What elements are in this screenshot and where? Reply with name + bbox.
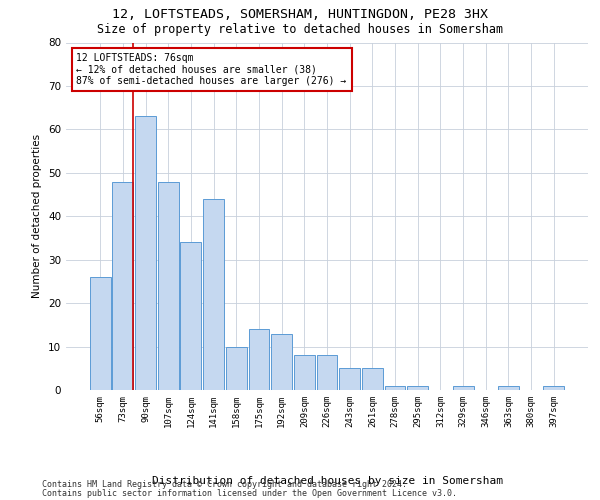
Bar — [407, 386, 428, 390]
Bar — [158, 182, 179, 390]
Text: 12, LOFTSTEADS, SOMERSHAM, HUNTINGDON, PE28 3HX: 12, LOFTSTEADS, SOMERSHAM, HUNTINGDON, P… — [112, 8, 488, 20]
Bar — [203, 199, 224, 390]
Bar — [248, 329, 269, 390]
Bar — [112, 182, 133, 390]
Text: Contains HM Land Registry data © Crown copyright and database right 2024.: Contains HM Land Registry data © Crown c… — [42, 480, 407, 489]
Bar — [339, 368, 360, 390]
X-axis label: Distribution of detached houses by size in Somersham: Distribution of detached houses by size … — [151, 476, 503, 486]
Bar — [385, 386, 406, 390]
Bar — [317, 355, 337, 390]
Bar — [271, 334, 292, 390]
Bar — [452, 386, 473, 390]
Text: Contains public sector information licensed under the Open Government Licence v3: Contains public sector information licen… — [42, 490, 457, 498]
Bar — [498, 386, 519, 390]
Y-axis label: Number of detached properties: Number of detached properties — [32, 134, 43, 298]
Bar — [226, 346, 247, 390]
Bar — [90, 277, 110, 390]
Bar — [135, 116, 156, 390]
Bar — [181, 242, 202, 390]
Bar — [362, 368, 383, 390]
Text: Size of property relative to detached houses in Somersham: Size of property relative to detached ho… — [97, 22, 503, 36]
Bar — [294, 355, 315, 390]
Bar — [544, 386, 564, 390]
Text: 12 LOFTSTEADS: 76sqm
← 12% of detached houses are smaller (38)
87% of semi-detac: 12 LOFTSTEADS: 76sqm ← 12% of detached h… — [76, 53, 347, 86]
